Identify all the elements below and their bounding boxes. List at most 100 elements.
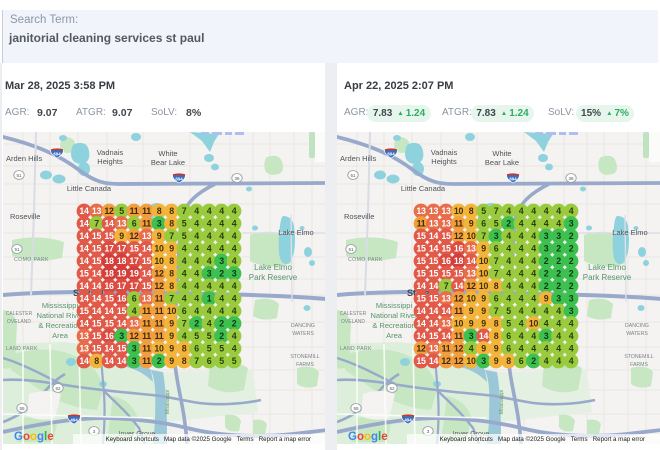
svg-text:4: 4 (194, 269, 199, 279)
svg-text:COMO PARK: COMO PARK (348, 257, 383, 263)
svg-text:Mississippi: Mississippi (499, 390, 505, 414)
svg-text:5: 5 (207, 331, 212, 341)
svg-text:14: 14 (79, 256, 89, 266)
svg-text:10: 10 (479, 281, 489, 291)
svg-text:18: 18 (104, 269, 114, 279)
svg-text:4: 4 (519, 219, 524, 229)
svg-text:9: 9 (469, 306, 474, 316)
svg-text:4: 4 (219, 206, 224, 216)
svg-text:Mississippi: Mississippi (376, 301, 413, 310)
svg-text:55: 55 (19, 406, 25, 411)
svg-text:4: 4 (506, 294, 511, 304)
svg-text:9: 9 (481, 294, 486, 304)
svg-text:4: 4 (531, 231, 536, 241)
svg-text:15: 15 (416, 294, 426, 304)
svg-text:9: 9 (481, 319, 486, 329)
svg-text:12: 12 (441, 356, 451, 366)
svg-text:5: 5 (506, 306, 511, 316)
svg-text:Park Reserve: Park Reserve (249, 273, 298, 282)
svg-text:Vadnais: Vadnais (431, 148, 458, 157)
svg-text:8: 8 (169, 256, 174, 266)
svg-text:4: 4 (556, 219, 561, 229)
svg-text:8: 8 (157, 206, 162, 216)
svg-text:14: 14 (117, 319, 127, 329)
svg-text:Little Canada: Little Canada (401, 184, 446, 193)
svg-text:OVELAND: OVELAND (7, 319, 31, 325)
svg-text:7: 7 (182, 319, 187, 329)
svg-text:17: 17 (129, 281, 139, 291)
svg-text:9: 9 (169, 244, 174, 254)
svg-text:9: 9 (469, 319, 474, 329)
svg-text:4: 4 (194, 231, 199, 241)
svg-text:9: 9 (157, 231, 162, 241)
svg-text:14: 14 (79, 294, 89, 304)
svg-text:12: 12 (104, 206, 114, 216)
svg-text:14: 14 (466, 256, 476, 266)
svg-text:4: 4 (556, 344, 561, 354)
svg-text:Heights: Heights (431, 157, 457, 166)
svg-text:18: 18 (117, 256, 127, 266)
svg-text:2: 2 (219, 319, 224, 329)
svg-text:2: 2 (569, 281, 574, 291)
svg-text:494: 494 (404, 417, 412, 422)
svg-text:4: 4 (544, 306, 549, 316)
svg-text:16: 16 (441, 256, 451, 266)
svg-text:FARMS: FARMS (630, 362, 648, 368)
svg-text:4: 4 (531, 206, 536, 216)
svg-text:7: 7 (494, 306, 499, 316)
svg-text:4: 4 (194, 294, 199, 304)
svg-text:15: 15 (79, 306, 89, 316)
svg-text:DANCING: DANCING (625, 323, 649, 329)
svg-text:3: 3 (569, 219, 574, 229)
svg-text:11: 11 (454, 219, 463, 229)
svg-text:13: 13 (142, 231, 152, 241)
svg-text:4: 4 (519, 206, 524, 216)
svg-text:55: 55 (353, 406, 359, 411)
svg-text:15: 15 (441, 269, 451, 279)
svg-text:12: 12 (454, 356, 464, 366)
svg-text:14: 14 (79, 356, 89, 366)
svg-text:7: 7 (481, 231, 486, 241)
svg-text:4: 4 (531, 244, 536, 254)
svg-text:15: 15 (104, 294, 114, 304)
svg-text:2: 2 (569, 244, 574, 254)
svg-text:15: 15 (92, 331, 102, 341)
svg-text:16: 16 (104, 281, 114, 291)
svg-text:5: 5 (207, 344, 212, 354)
svg-text:4: 4 (519, 294, 524, 304)
svg-text:8: 8 (494, 319, 499, 329)
svg-text:10: 10 (479, 269, 489, 279)
svg-text:14: 14 (416, 306, 426, 316)
svg-text:14: 14 (79, 231, 89, 241)
svg-text:3: 3 (556, 231, 561, 241)
svg-text:12: 12 (154, 281, 164, 291)
svg-text:4: 4 (556, 306, 561, 316)
svg-text:15: 15 (416, 269, 426, 279)
svg-text:2: 2 (157, 356, 162, 366)
svg-text:2: 2 (219, 331, 224, 341)
svg-text:4: 4 (207, 219, 212, 229)
svg-text:5: 5 (182, 231, 187, 241)
svg-text:4: 4 (519, 281, 524, 291)
svg-text:4: 4 (207, 319, 212, 329)
svg-text:4: 4 (182, 269, 187, 279)
svg-text:4: 4 (207, 281, 212, 291)
svg-text:10: 10 (466, 231, 476, 241)
svg-text:13: 13 (466, 269, 476, 279)
svg-text:12: 12 (454, 344, 464, 354)
svg-text:WATERS: WATERS (292, 331, 314, 337)
svg-text:3: 3 (93, 429, 96, 434)
svg-text:Roseville: Roseville (10, 212, 40, 221)
svg-text:13: 13 (429, 206, 439, 216)
svg-text:15: 15 (416, 244, 426, 254)
svg-text:15: 15 (79, 269, 89, 279)
svg-text:17: 17 (104, 244, 114, 254)
svg-text:12: 12 (454, 294, 464, 304)
svg-text:4: 4 (544, 319, 549, 329)
svg-text:14: 14 (92, 306, 102, 316)
svg-text:3: 3 (132, 344, 137, 354)
svg-text:11: 11 (155, 331, 164, 341)
svg-text:Mississippi: Mississippi (165, 390, 171, 414)
svg-text:18: 18 (454, 256, 464, 266)
svg-text:62: 62 (55, 386, 61, 391)
